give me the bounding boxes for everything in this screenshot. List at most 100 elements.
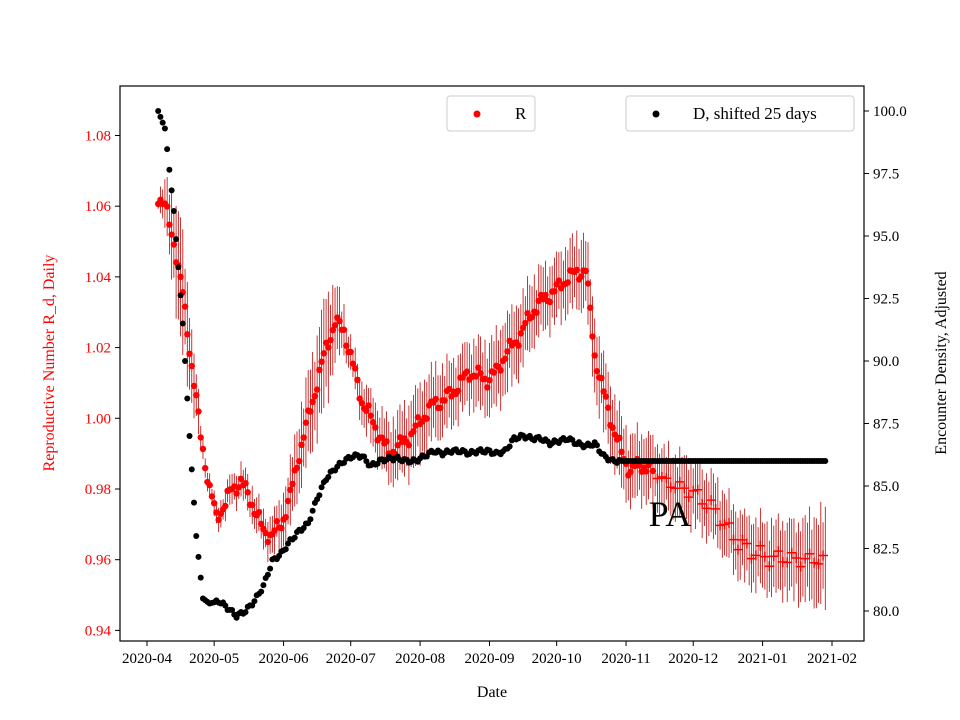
d-point: [177, 292, 184, 299]
r-plus-point: [764, 561, 775, 572]
r-point: [273, 517, 281, 525]
d-point: [822, 458, 829, 464]
r-plus-point: [759, 551, 770, 562]
r-plus-point: [773, 546, 784, 557]
legend-r-marker: [473, 110, 481, 118]
r-point: [289, 480, 296, 488]
r-plus-point: [741, 538, 752, 549]
r-plus-point: [706, 495, 717, 506]
r-point: [504, 348, 511, 355]
x-tick-label: 2020-12: [668, 651, 718, 667]
d-point: [264, 571, 271, 578]
right-y-tick-label: 82.5: [873, 542, 899, 558]
right-y-tick-label: 100.0: [873, 104, 907, 120]
r-point: [166, 221, 173, 228]
right-y-tick-label: 95.0: [873, 229, 899, 245]
r-point: [616, 434, 623, 442]
r-point: [195, 408, 202, 415]
r-plus-point: [656, 471, 667, 482]
r-point: [287, 486, 294, 494]
r-point: [602, 393, 610, 400]
d-point: [316, 492, 323, 499]
r-point: [611, 431, 619, 438]
r-plus-point: [728, 534, 739, 545]
r-point: [591, 352, 598, 359]
right-y-tick-label: 97.5: [873, 167, 899, 183]
r-point: [242, 479, 249, 487]
x-axis-label: Date: [477, 684, 507, 701]
right-y-tick-label: 92.5: [873, 292, 899, 308]
r-point: [578, 273, 585, 280]
r-point: [432, 395, 439, 403]
r-point: [649, 467, 657, 475]
d-point: [229, 607, 236, 614]
x-axis-ticks: 2020-04 2020-05 2020-06 2020-07 2020-08 2020-…: [122, 641, 857, 667]
x-tick-label: 2020-05: [189, 651, 239, 667]
right-y-tick-label: 90.0: [873, 354, 899, 370]
r-point: [307, 408, 314, 415]
r-point: [555, 277, 563, 284]
r-point: [170, 241, 178, 248]
d-point: [291, 534, 298, 541]
r-plus-point: [665, 482, 676, 493]
r-point: [604, 404, 612, 411]
r-point: [177, 273, 184, 281]
r-plus-point: [697, 498, 708, 509]
r-point: [237, 475, 245, 483]
r-plus-point: [755, 540, 766, 551]
left-y-tick-label: 1.04: [85, 270, 112, 286]
r-point: [490, 369, 498, 376]
r-point: [302, 419, 310, 426]
r-plus-point: [791, 553, 802, 564]
x-tick-label: 2020-08: [395, 651, 445, 667]
r-point: [320, 350, 328, 357]
r-point: [437, 404, 444, 412]
r-plus-point: [732, 544, 743, 555]
r-point: [501, 355, 509, 362]
x-tick-label: 2020-07: [326, 651, 376, 667]
r-point: [600, 388, 607, 395]
r-point: [343, 342, 350, 349]
d-point: [182, 358, 189, 364]
r-plus-point: [809, 557, 820, 568]
legend-r-label: R: [515, 104, 527, 123]
d-point: [173, 236, 180, 243]
r-point: [441, 397, 448, 404]
left-y-tick-label: 0.94: [85, 623, 112, 639]
r-point: [188, 362, 195, 370]
r-point: [210, 499, 218, 507]
d-point: [267, 565, 274, 572]
r-point: [284, 497, 292, 505]
r-point: [414, 414, 422, 421]
r-point: [423, 415, 431, 422]
d-point: [309, 507, 316, 514]
d-point: [168, 187, 175, 194]
r-point: [193, 391, 200, 399]
d-point: [159, 119, 166, 126]
r-point: [546, 298, 554, 306]
r-point: [405, 442, 413, 449]
x-tick-label: 2020-04: [122, 651, 172, 667]
left-y-tick-label: 1.08: [85, 128, 111, 144]
r-plus-point: [804, 548, 815, 559]
r-plus-point: [818, 550, 829, 561]
r-point: [163, 203, 171, 210]
legend-d-box: [625, 95, 855, 132]
right-y-tick-label: 85.0: [873, 479, 899, 495]
r-point: [300, 434, 307, 441]
r-point: [340, 326, 348, 333]
r-point: [257, 520, 265, 528]
r-point: [477, 370, 484, 377]
error-bars-layer: [157, 177, 826, 611]
pa-annotation: PA: [649, 494, 692, 534]
r-plus-point: [674, 476, 685, 487]
r-plus-point: [715, 520, 726, 531]
r-point: [410, 428, 417, 435]
r-point: [318, 358, 325, 365]
r-point: [215, 516, 222, 524]
d-point: [242, 609, 249, 616]
d-point: [307, 516, 314, 523]
d-point: [184, 395, 191, 402]
left-y-tick-label: 1.06: [85, 199, 112, 215]
legend-r-box: [446, 95, 536, 132]
